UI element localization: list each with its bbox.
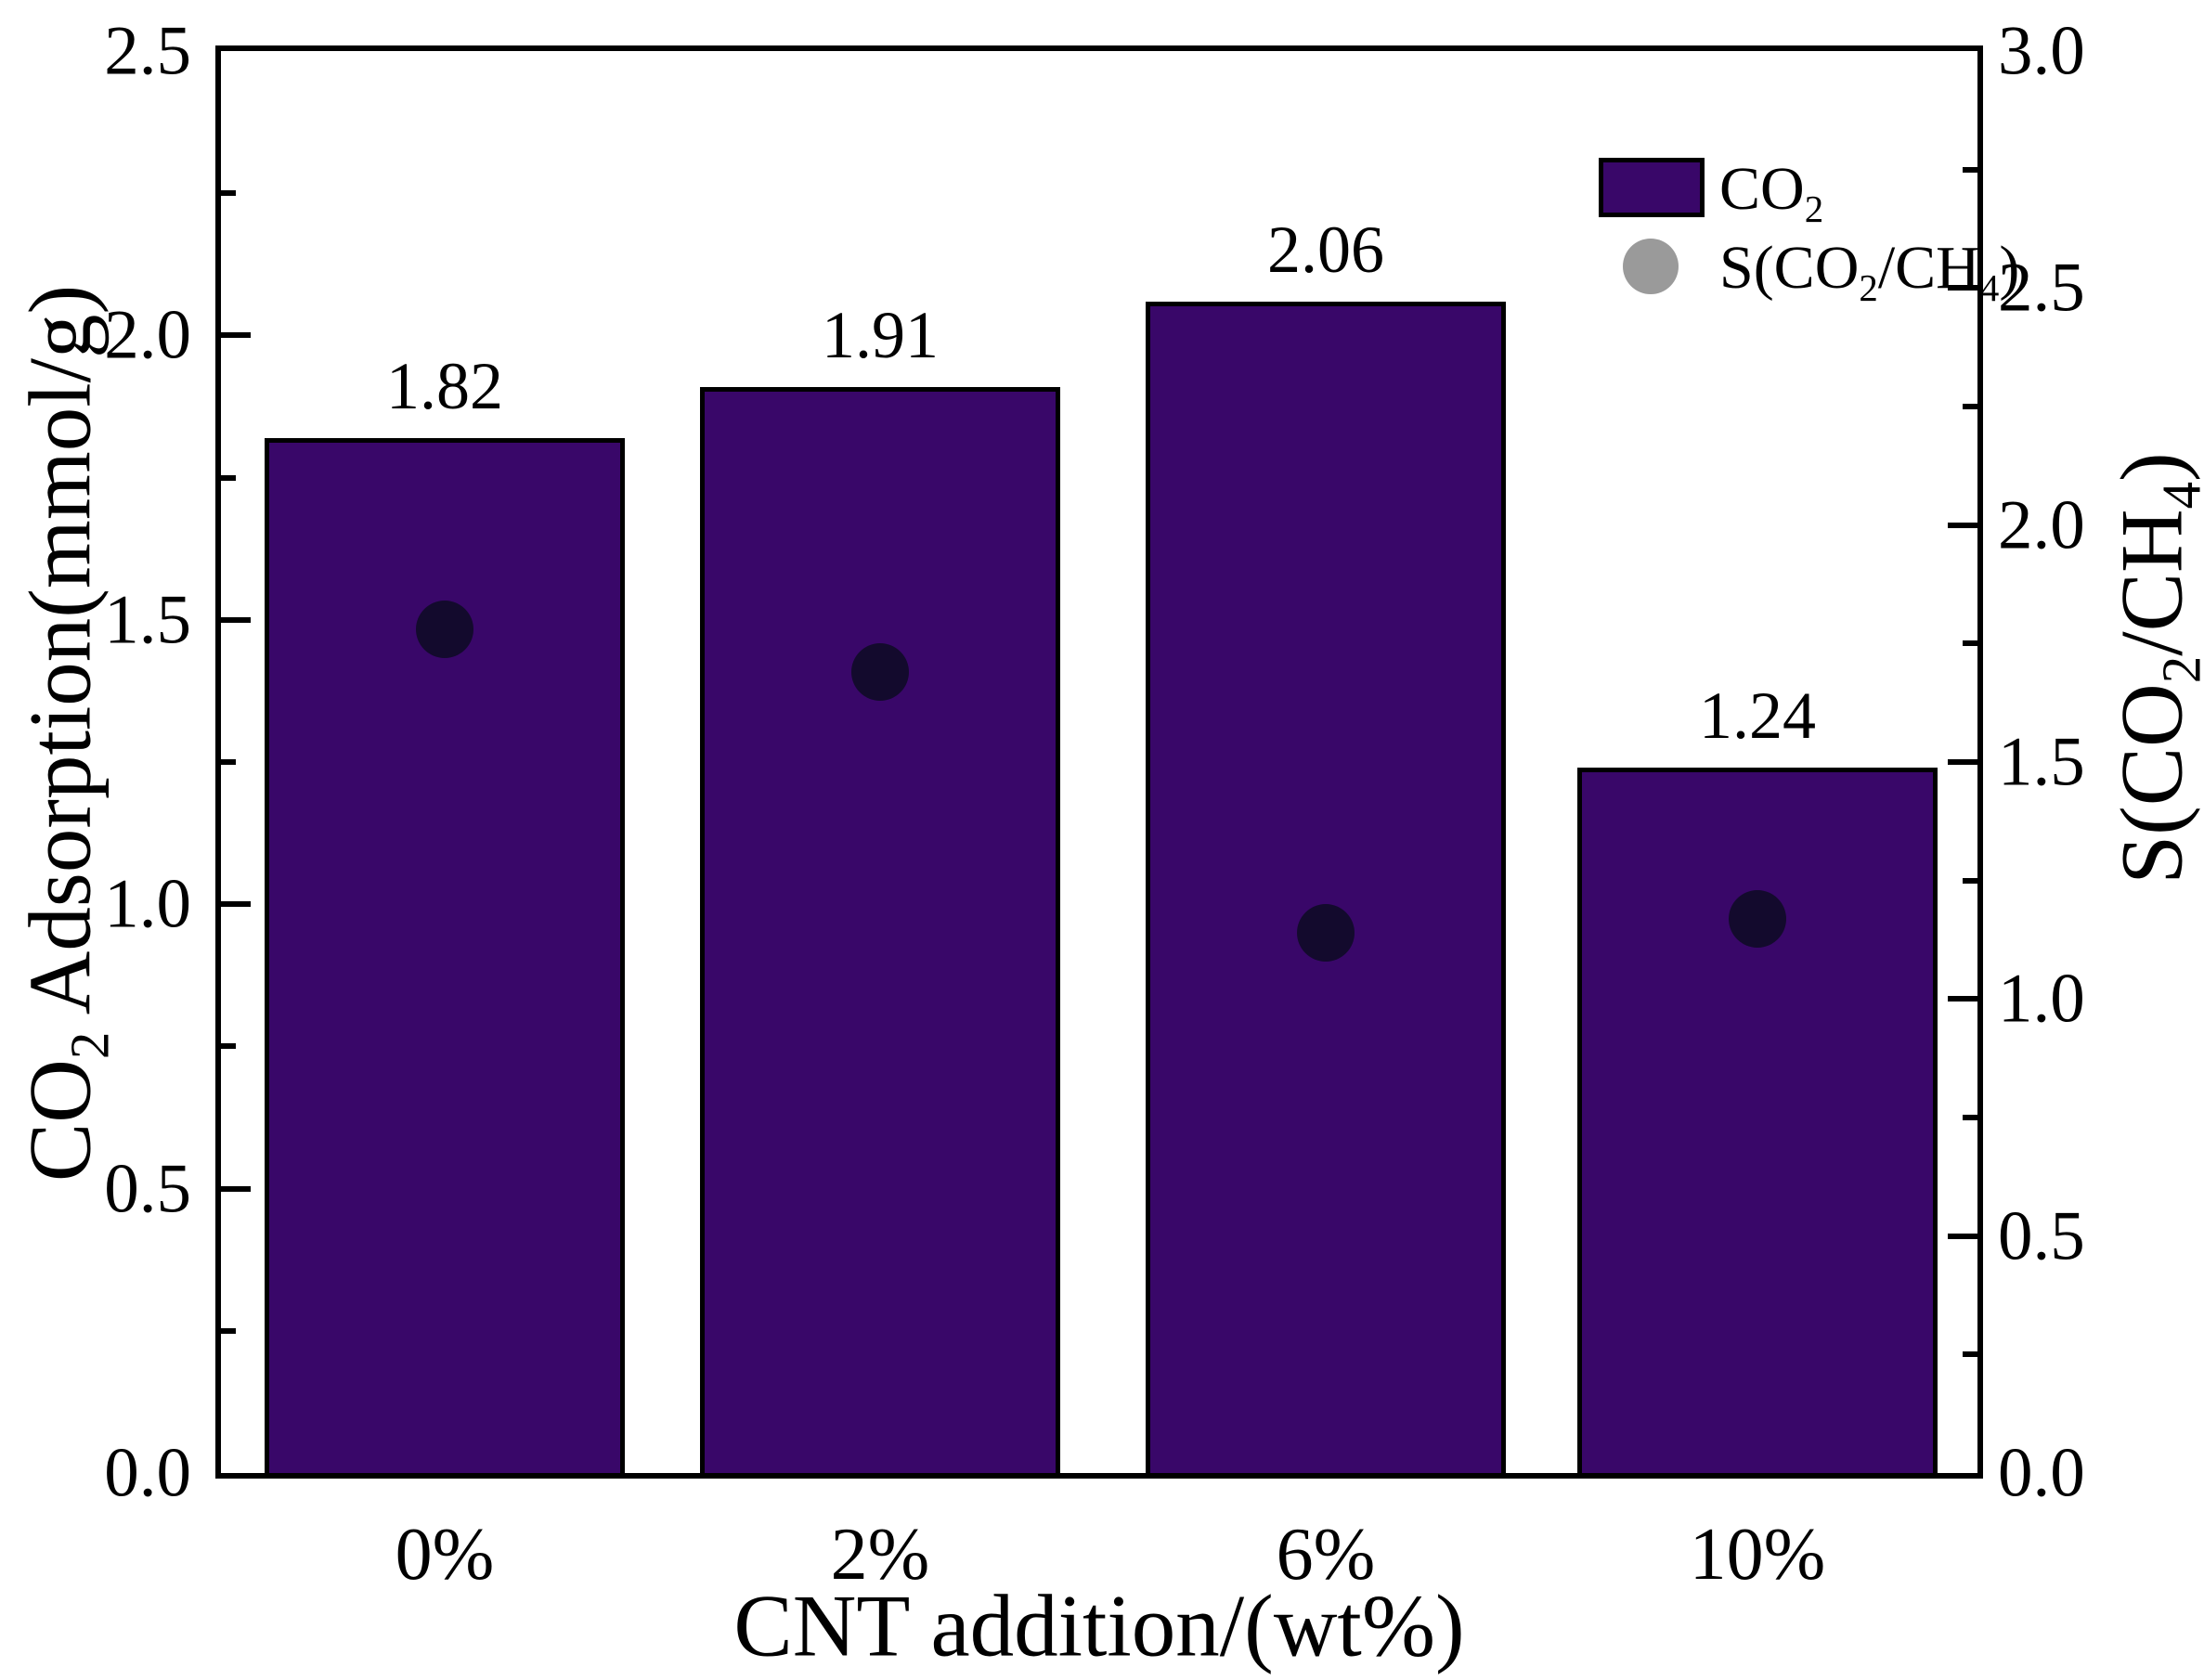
right-minor-tick: [1963, 877, 1977, 884]
bar: [700, 386, 1060, 1473]
right-tick-label: 1.5: [1998, 723, 2085, 801]
left-major-tick: [221, 1185, 251, 1192]
right-major-tick: [1948, 285, 1977, 291]
left-minor-tick: [221, 474, 236, 481]
bar: [265, 437, 625, 1473]
right-major-tick: [1948, 759, 1977, 765]
right-axis-title: S(CO2/CH4): [2102, 452, 2204, 885]
bar: [1146, 301, 1506, 1473]
left-tick-label: 1.0: [104, 865, 191, 943]
left-tick-label: 0.0: [104, 1434, 191, 1512]
right-minor-tick: [1963, 1351, 1977, 1358]
category-label: 6%: [1276, 1514, 1376, 1596]
left-minor-tick: [221, 1043, 236, 1050]
scatter-point: [1729, 889, 1786, 948]
legend-bar-swatch: [1599, 158, 1705, 217]
right-minor-tick: [1963, 166, 1977, 173]
right-tick-label: 2.5: [1998, 249, 2085, 327]
right-tick-label: 0.5: [1998, 1197, 2085, 1275]
legend-scatter-label: S(CO2/CH4): [1719, 234, 2020, 310]
left-tick-label: 2.5: [104, 12, 191, 90]
bar-value-label: 2.06: [1267, 212, 1384, 287]
bar: [1577, 768, 1938, 1473]
scatter-point: [851, 643, 909, 701]
right-tick-label: 0.0: [1998, 1434, 2085, 1512]
category-label: 2%: [830, 1514, 930, 1596]
legend-scatter-marker-icon: [1623, 239, 1679, 294]
left-major-tick: [221, 616, 251, 623]
category-label: 0%: [395, 1514, 495, 1596]
left-minor-tick: [221, 190, 236, 197]
bar-value-label: 1.91: [822, 297, 939, 372]
left-tick-label: 2.0: [104, 296, 191, 374]
right-minor-tick: [1963, 640, 1977, 647]
left-major-tick: [221, 332, 251, 339]
right-minor-tick: [1963, 404, 1977, 409]
scatter-point: [416, 601, 473, 658]
right-major-tick: [1948, 522, 1977, 528]
scatter-point: [1297, 903, 1355, 962]
left-minor-tick: [221, 1327, 236, 1334]
legend-bar-label: CO2: [1719, 155, 1824, 231]
right-major-tick: [1948, 996, 1977, 1002]
right-minor-tick: [1963, 1115, 1977, 1120]
left-minor-tick: [221, 759, 236, 765]
right-tick-label: 3.0: [1998, 12, 2085, 90]
plot-area: 1.82 1.91 2.06 1.24: [215, 45, 1983, 1479]
left-axis-title: CO2 Adsorption(mmol/g): [10, 284, 121, 1182]
bar-value-label: 1.82: [386, 348, 503, 423]
right-tick-label: 1.0: [1998, 960, 2085, 1038]
x-axis-title: CNT addition/(wt%): [733, 1576, 1465, 1675]
left-tick-label: 0.5: [104, 1150, 191, 1228]
left-major-tick: [221, 901, 251, 908]
bar-value-label: 1.24: [1699, 678, 1816, 754]
right-major-tick: [1948, 1233, 1977, 1239]
category-label: 10%: [1689, 1514, 1826, 1596]
left-tick-label: 1.5: [104, 581, 191, 659]
right-tick-label: 2.0: [1998, 486, 2085, 564]
